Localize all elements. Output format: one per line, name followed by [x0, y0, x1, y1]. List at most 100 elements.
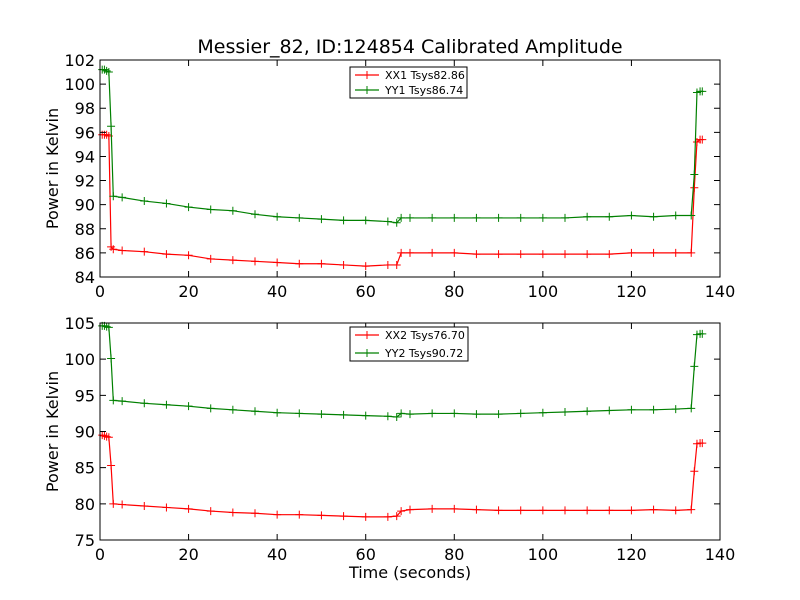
- legend-marker: [363, 71, 371, 79]
- x-tick-label: 20: [178, 282, 198, 301]
- data-point: [671, 405, 680, 414]
- data-point: [428, 409, 437, 418]
- plot-frame: [99, 59, 721, 278]
- data-point: [118, 193, 127, 202]
- data-point: [104, 323, 113, 332]
- data-point: [561, 213, 569, 222]
- data-point: [295, 510, 304, 519]
- x-tick-label: 120: [616, 282, 647, 301]
- data-point: [317, 410, 326, 419]
- data-point: [649, 505, 658, 514]
- data-point: [392, 512, 401, 521]
- x-tick-label: 60: [356, 282, 376, 301]
- data-point: [627, 506, 636, 515]
- data-point: [295, 409, 304, 418]
- data-point: [100, 431, 109, 440]
- data-point: [118, 397, 127, 406]
- data-point: [538, 506, 547, 515]
- data-point: [295, 259, 304, 268]
- data-point: [472, 505, 481, 514]
- data-point: [516, 409, 525, 418]
- x-tick-label: 100: [528, 282, 559, 301]
- y-tick-label: 85: [75, 459, 95, 478]
- data-point: [251, 210, 259, 219]
- data-point: [317, 215, 326, 224]
- data-point: [561, 407, 569, 416]
- y-tick-label: 100: [64, 350, 95, 369]
- x-tick-label: 140: [705, 545, 736, 564]
- data-point: [184, 203, 193, 212]
- data-point: [228, 256, 237, 265]
- data-point: [118, 246, 127, 255]
- legend-label: XX2 Tsys76.70: [385, 329, 465, 342]
- data-point: [206, 254, 215, 263]
- y-tick-label: 95: [75, 386, 95, 405]
- data-point: [140, 399, 149, 408]
- data-point: [184, 402, 193, 411]
- x-tick-label: 40: [267, 282, 287, 301]
- data-point: [98, 431, 107, 440]
- data-point: [383, 412, 392, 421]
- y-tick-label: 96: [75, 123, 95, 142]
- data-point: [583, 250, 592, 259]
- data-point: [583, 407, 592, 416]
- data-point: [690, 362, 699, 371]
- y-tick-label: 90: [75, 423, 95, 442]
- data-point: [516, 213, 525, 222]
- data-point: [361, 262, 370, 271]
- data-point: [561, 506, 569, 515]
- x-tick-label: 0: [95, 282, 105, 301]
- bottom-panel: 75 80 85 90 95 100 105 0 20 40 60 80 100 120 140 Power …: [43, 314, 735, 582]
- data-point: [251, 509, 259, 518]
- y-tick-label: 92: [75, 172, 95, 191]
- data-point: [698, 329, 707, 338]
- data-point: [698, 439, 707, 448]
- data-point: [406, 505, 414, 514]
- data-point: [690, 467, 699, 476]
- data-point: [317, 511, 326, 520]
- data-point: [339, 410, 348, 419]
- legend-label: YY1 Tsys86.74: [384, 84, 463, 97]
- data-point: [494, 506, 503, 515]
- data-point: [273, 510, 282, 519]
- data-point: [671, 211, 680, 220]
- data-point: [627, 405, 636, 414]
- data-point: [383, 512, 392, 521]
- data-point: [605, 406, 614, 415]
- data-point: [104, 433, 113, 442]
- data-point: [649, 405, 658, 414]
- x-tick-label: 0: [95, 545, 105, 564]
- data-point: [516, 506, 525, 515]
- data-point: [317, 259, 326, 268]
- legend-box: [349, 66, 468, 99]
- data-point: [273, 212, 282, 221]
- top-panel: 84 86 88 90 92 94 96 98 100 102 0 20 40 60 80 100 120 140…: [43, 51, 735, 301]
- data-point: [107, 461, 116, 470]
- data-point: [605, 250, 614, 259]
- data-point: [649, 248, 658, 257]
- data-point: [392, 260, 401, 269]
- data-point: [397, 248, 406, 257]
- data-point: [392, 218, 401, 227]
- data-point: [450, 504, 459, 513]
- series-xx: [98, 130, 707, 271]
- y-axis-label: Power in Kelvin: [43, 371, 62, 492]
- data-point: [339, 260, 348, 269]
- data-point: [538, 213, 547, 222]
- data-point: [140, 502, 149, 511]
- data-point: [406, 248, 414, 257]
- data-point: [605, 506, 614, 515]
- data-point: [109, 192, 118, 201]
- data-point: [184, 251, 193, 260]
- data-point: [397, 409, 406, 418]
- data-point: [450, 213, 459, 222]
- data-point: [687, 248, 696, 257]
- data-point: [206, 205, 215, 214]
- y-tick-label: 94: [75, 147, 95, 166]
- data-point: [406, 410, 414, 419]
- data-point: [428, 504, 437, 513]
- data-point: [649, 212, 658, 221]
- y-tick-label: 90: [75, 196, 95, 215]
- y-tick-label: 80: [75, 495, 95, 514]
